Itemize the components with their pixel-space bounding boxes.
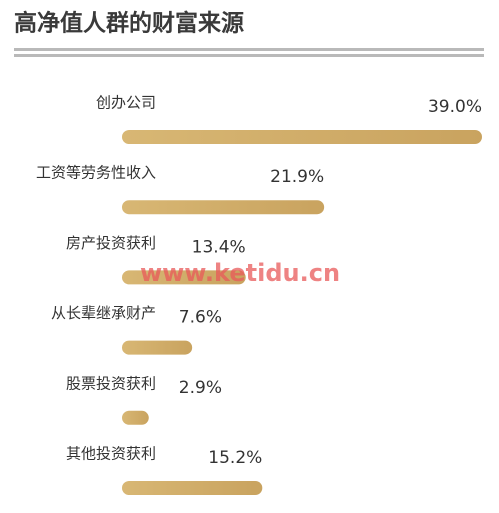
bar bbox=[122, 130, 482, 144]
bar bbox=[122, 200, 325, 215]
bar bbox=[122, 410, 149, 425]
value-label: 13.4% bbox=[192, 237, 246, 257]
value-label: 2.9% bbox=[179, 378, 222, 398]
value-label: 39.0% bbox=[428, 97, 482, 117]
category-label: 房产投资获利 bbox=[66, 234, 156, 252]
watermark: www.ketidu.cn bbox=[140, 259, 340, 287]
category-label: 其他投资获利 bbox=[66, 445, 156, 463]
value-label: 7.6% bbox=[179, 308, 222, 328]
title-rule bbox=[14, 48, 484, 51]
title-rule bbox=[14, 54, 484, 57]
bar bbox=[122, 270, 246, 285]
value-label: 21.9% bbox=[270, 167, 324, 187]
category-label: 股票投资获利 bbox=[66, 374, 156, 392]
category-label: 创办公司 bbox=[96, 94, 156, 112]
value-label: 15.2% bbox=[208, 448, 262, 468]
category-label: 从长辈继承财产 bbox=[51, 304, 156, 322]
category-label: 工资等劳务性收入 bbox=[36, 164, 156, 182]
chart-title: 高净值人群的财富来源 bbox=[14, 10, 244, 37]
bar bbox=[122, 340, 193, 355]
bar bbox=[122, 481, 263, 495]
bars: 创办公司 39.0% 工资等劳务性收入 21.9% 房产投资获利 13.4% 从长辈继承财产… bbox=[36, 94, 482, 495]
